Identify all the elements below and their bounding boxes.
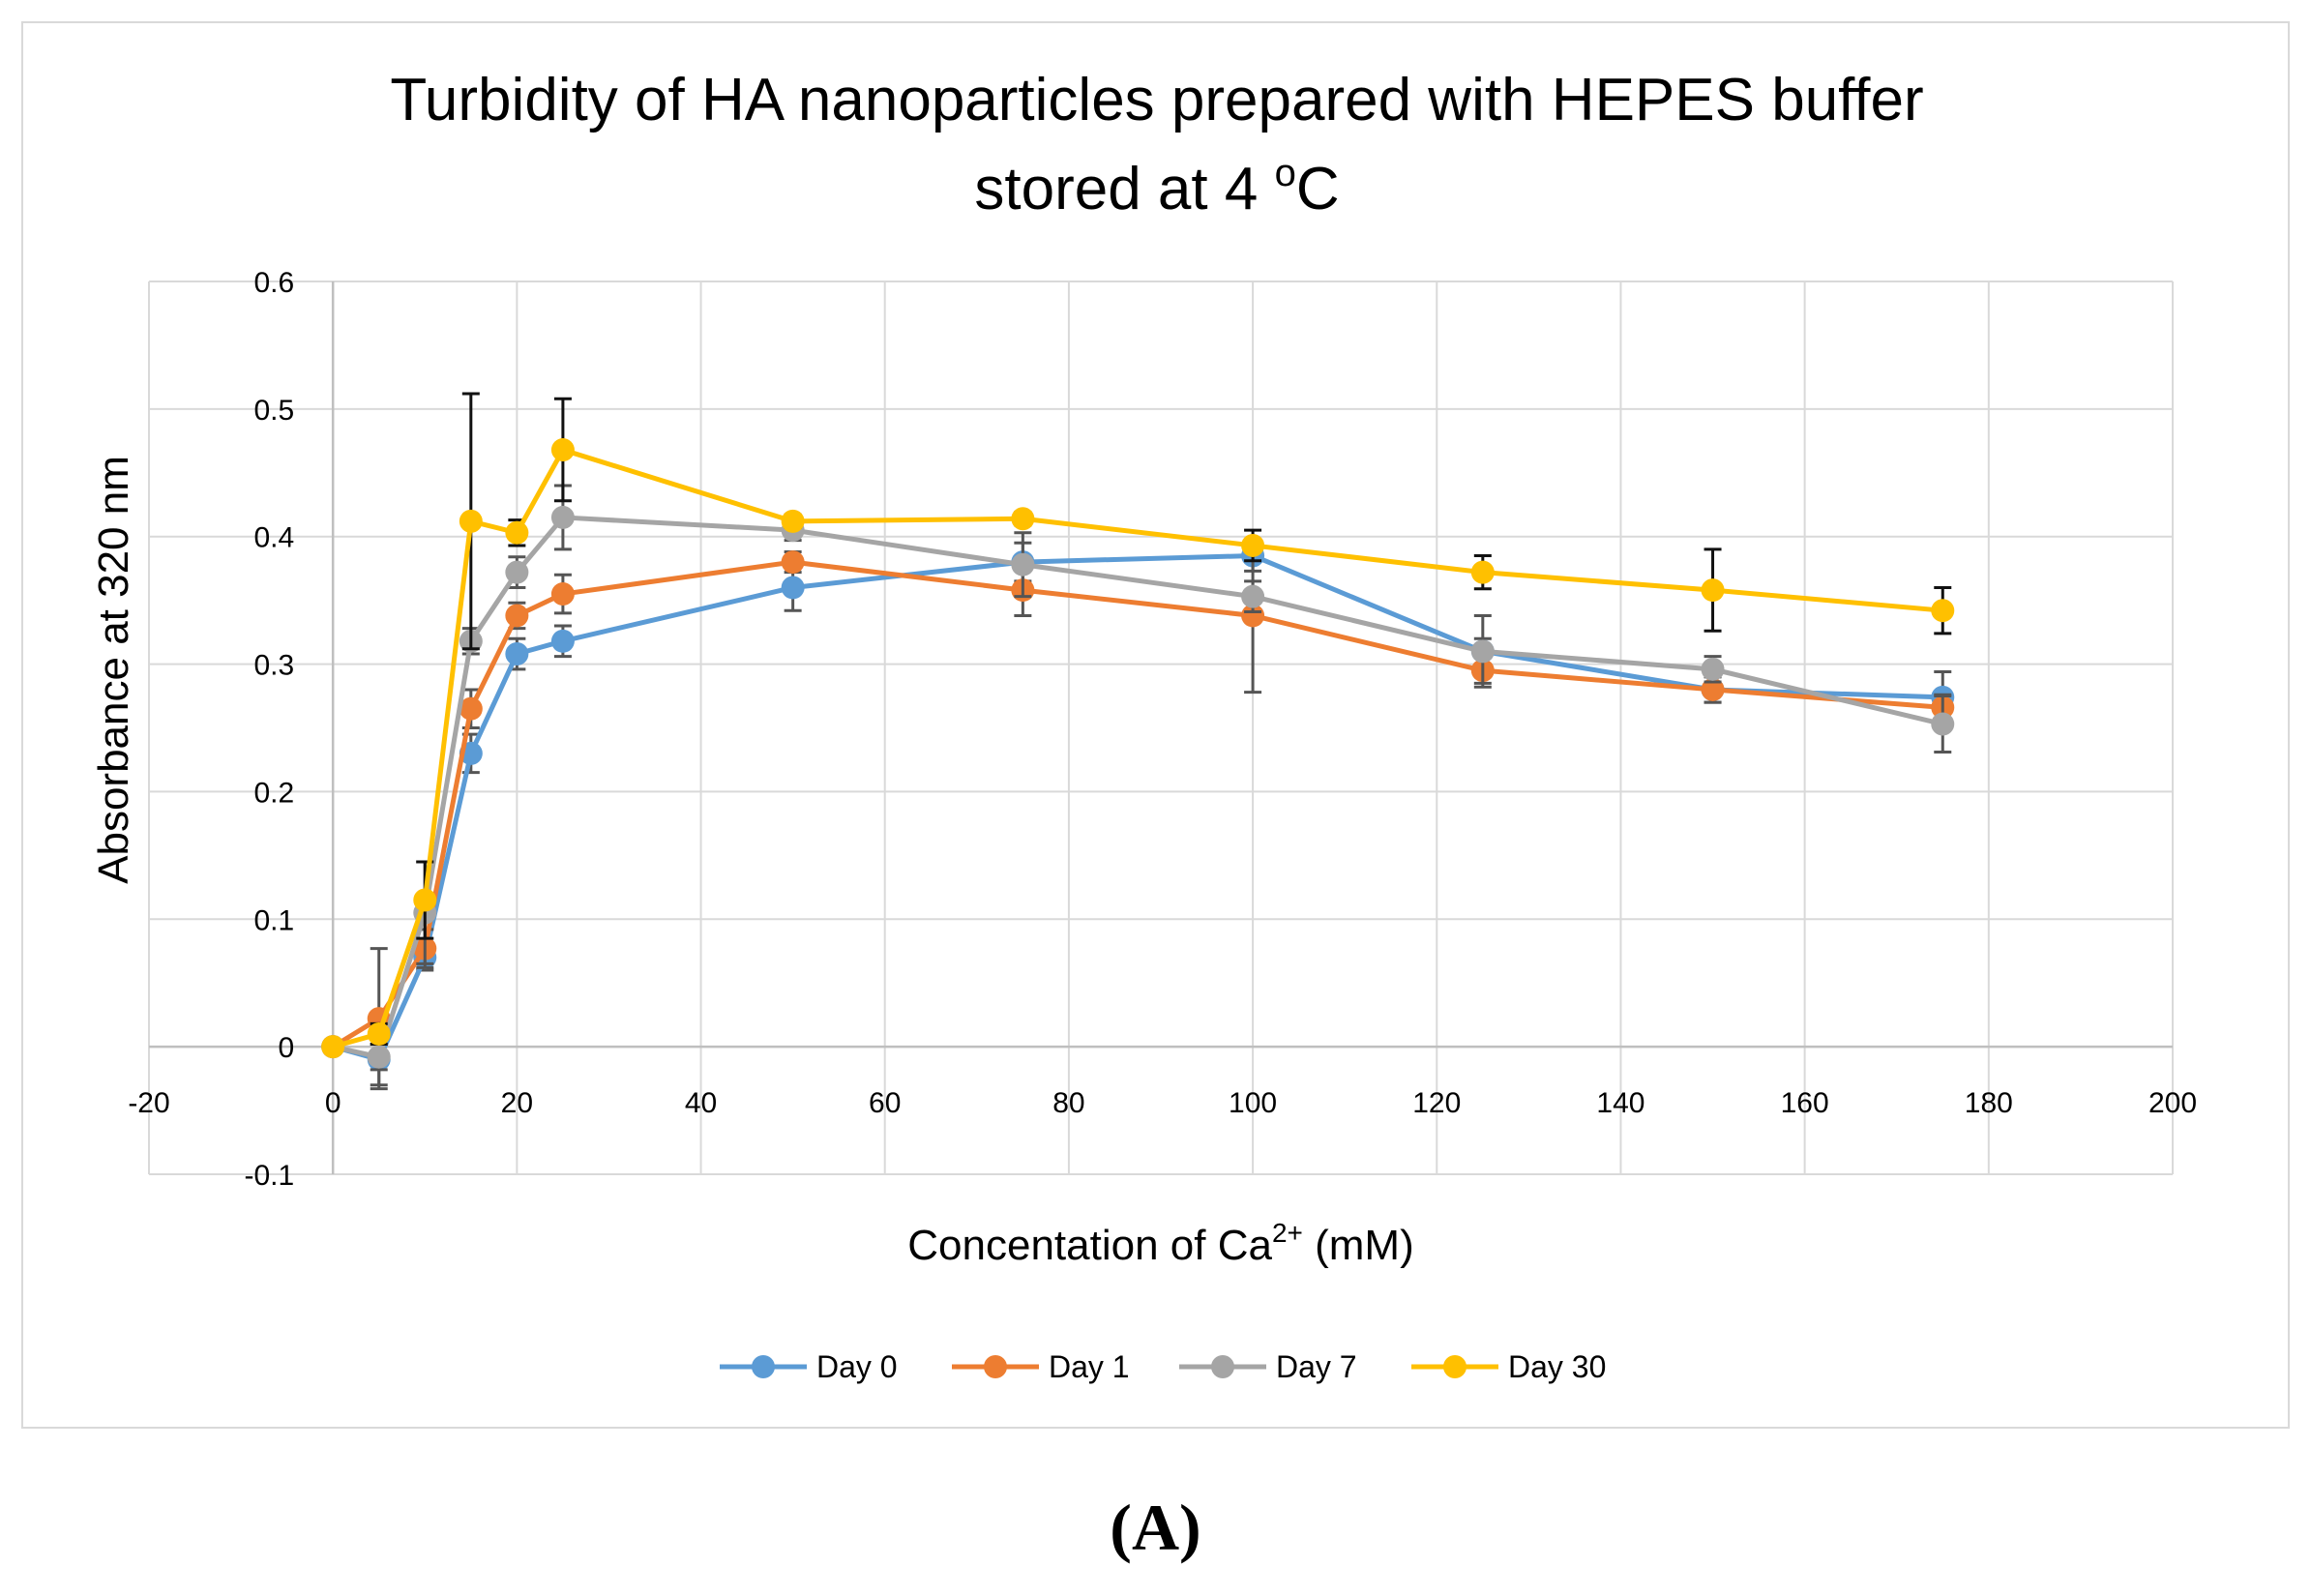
data-point (459, 696, 483, 721)
data-point (550, 505, 575, 529)
y-tick-labels: -0.1 0 0.1 0.2 0.3 0.4 0.5 0.6 (244, 267, 294, 1192)
y-axis-label: Absorbance at 320 nm (90, 456, 137, 884)
data-point (367, 1021, 391, 1046)
y-tick-label: -0.1 (244, 1160, 294, 1192)
legend: Day 0 Day 1 Day 7 Day 30 (720, 1349, 1606, 1384)
y-tick-label: 0.2 (253, 777, 294, 809)
chart-title-text: stored at 4 (974, 156, 1274, 222)
legend-marker (1211, 1355, 1234, 1378)
data-point (550, 438, 575, 462)
panel-label: (A) (1110, 1491, 1201, 1564)
data-point (459, 509, 483, 533)
chart-title-line2: stored at 4 oC (974, 152, 1339, 222)
x-tick-label: 160 (1781, 1087, 1829, 1119)
legend-label: Day 1 (1049, 1349, 1130, 1384)
x-tick-label: 0 (325, 1087, 341, 1119)
series-day-7 (321, 484, 1955, 1072)
x-axis-label-superscript: 2+ (1272, 1218, 1303, 1248)
data-point (505, 520, 529, 545)
legend-marker (752, 1355, 775, 1378)
x-axis-label: Concentation of Ca2+ (mM) (907, 1218, 1413, 1269)
series-day-30 (321, 392, 1955, 1059)
data-point (1011, 552, 1035, 576)
x-tick-label: -20 (128, 1087, 169, 1119)
x-tick-label: 20 (501, 1087, 533, 1119)
legend-label: Day 7 (1276, 1349, 1357, 1384)
y-tick-label: 0 (278, 1032, 294, 1064)
chart-svg: -20 0 20 40 60 80 100 120 140 160 180 200 -0.1 0 0.1 0.… (90, 67, 2197, 1384)
data-point (781, 550, 805, 575)
data-point (367, 1045, 391, 1069)
data-point (1931, 712, 1955, 736)
y-tick-label: 0.5 (253, 395, 294, 427)
data-point (1701, 657, 1725, 681)
x-tick-label: 100 (1229, 1087, 1277, 1119)
data-point (505, 642, 529, 666)
chart-title-line1: Turbidity of HA nanoparticles prepared w… (390, 67, 1923, 133)
chart-frame: -20 0 20 40 60 80 100 120 140 160 180 200 -0.1 0 0.1 0.… (21, 21, 2290, 1429)
data-point (1470, 560, 1495, 584)
series-line (332, 552, 1943, 1062)
series-day-0 (321, 539, 1955, 1087)
data-point (781, 509, 805, 533)
y-tick-label: 0.6 (253, 267, 294, 299)
data-point (1701, 677, 1725, 701)
data-point (1701, 578, 1725, 603)
data-point (505, 560, 529, 584)
chart-title-superscript: o (1275, 152, 1296, 194)
chart-title-unit: C (1296, 156, 1340, 222)
y-tick-label: 0.4 (253, 522, 294, 554)
legend-label: Day 0 (816, 1349, 898, 1384)
legend-marker (984, 1355, 1007, 1378)
x-tick-label: 200 (2148, 1087, 2197, 1119)
data-point (1931, 599, 1955, 623)
x-axis-label-unit: (mM) (1303, 1222, 1414, 1269)
legend-marker (1443, 1355, 1467, 1378)
data-point (1470, 639, 1495, 664)
series-line (332, 515, 1943, 1060)
data-point (1241, 533, 1265, 557)
y-tick-label: 0.1 (253, 904, 294, 936)
data-point (550, 582, 575, 606)
data-point (1011, 507, 1035, 531)
data-point (321, 1035, 345, 1059)
data-point (413, 888, 437, 912)
x-tick-label: 80 (1052, 1087, 1084, 1119)
series-day-1 (321, 537, 1955, 1091)
series-line (332, 447, 1943, 1049)
x-axis-label-text: Concentation of Ca (907, 1222, 1272, 1269)
data-point (1241, 604, 1265, 628)
x-tick-label: 120 (1412, 1087, 1461, 1119)
x-tick-label: 180 (1965, 1087, 2013, 1119)
x-tick-label: 40 (685, 1087, 717, 1119)
legend-label: Day 30 (1508, 1349, 1606, 1384)
data-point (781, 576, 805, 600)
y-tick-label: 0.3 (253, 650, 294, 682)
gridlines (148, 281, 2174, 1175)
series-line (331, 559, 1943, 1049)
x-tick-labels: -20 0 20 40 60 80 100 120 140 160 180 200 (128, 1087, 2197, 1119)
x-tick-label: 60 (869, 1087, 901, 1119)
data-point (1241, 584, 1265, 608)
x-tick-label: 140 (1596, 1087, 1644, 1119)
data-point (550, 629, 575, 653)
data-point (505, 604, 529, 628)
